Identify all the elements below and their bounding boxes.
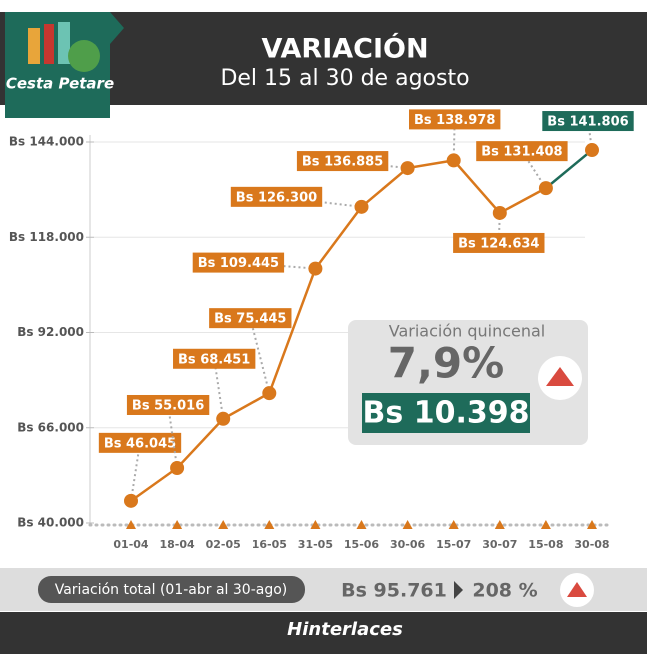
x-tick-label: 30-08 <box>574 538 609 551</box>
x-tick-label: 16-05 <box>252 538 287 551</box>
data-point <box>308 261 323 276</box>
data-point <box>446 153 461 168</box>
y-tick-label: Bs 144.000 <box>9 135 84 149</box>
total-amount: Bs 95.761 <box>341 580 447 602</box>
axis-marker <box>587 520 597 529</box>
value-label: Bs 109.445 <box>198 256 279 271</box>
x-tick-label: 15-06 <box>344 538 380 551</box>
arrow-icon <box>454 581 463 599</box>
value-label-box <box>173 348 256 369</box>
summary-label: Variación quincenal <box>389 322 546 341</box>
x-tick-label: 02-05 <box>206 538 241 551</box>
value-label-box <box>296 151 389 172</box>
total-pill <box>38 576 305 603</box>
data-point <box>400 161 415 176</box>
total-label: Variación total (01-abr al 30-ago) <box>55 582 288 598</box>
label-leader <box>167 404 179 469</box>
y-tick-label: Bs 92.000 <box>17 325 84 339</box>
data-point <box>585 143 599 158</box>
summary-amount-box <box>362 393 530 433</box>
data-point <box>538 181 553 196</box>
value-label: Bs 131.408 <box>481 145 562 160</box>
x-tick-label: 31-05 <box>298 538 333 551</box>
total-percent: 208 % <box>472 580 537 602</box>
value-label: Bs 68.451 <box>178 352 250 367</box>
axis-marker <box>402 520 413 529</box>
value-label-box <box>209 308 292 329</box>
logo-icon <box>68 40 100 72</box>
y-tick-label: Bs 118.000 <box>9 230 84 244</box>
value-label-box <box>126 394 210 415</box>
footer-bar <box>0 612 647 654</box>
axis-marker <box>172 520 183 529</box>
y-tick-label: Bs 66.000 <box>17 420 84 434</box>
subtitle: Del 15 al 30 de agosto <box>220 66 469 91</box>
value-label: Bs 46.045 <box>104 436 176 451</box>
line <box>130 159 547 502</box>
axis-marker <box>448 520 459 529</box>
value-label: Bs 75.445 <box>214 312 286 327</box>
axis-marker <box>218 520 229 529</box>
value-label-box <box>453 232 545 253</box>
x-tick-label: 15-08 <box>528 538 563 551</box>
value-label: Bs 124.634 <box>458 236 539 251</box>
value-label-box <box>230 186 323 207</box>
up-icon <box>567 582 587 597</box>
x-tick-label: 30-07 <box>482 538 517 551</box>
data-point <box>262 386 277 401</box>
axis-marker <box>126 520 136 529</box>
axis-marker <box>494 520 505 529</box>
axis-marker <box>264 520 275 529</box>
data-point <box>124 493 138 508</box>
axis-marker <box>356 520 367 529</box>
label-leader <box>342 160 408 170</box>
logo-text: Cesta Petare <box>6 75 114 93</box>
plot: Bs 40.000 Bs 66.000 Bs 92.000 Bs 118.000 Bs … <box>9 109 634 551</box>
value-label: Bs 55.016 <box>132 398 204 413</box>
data-point <box>170 460 185 475</box>
summary-percent: 7,9% <box>388 339 504 388</box>
value-label-box <box>476 141 568 162</box>
value-label: Bs 141.806 <box>547 115 628 130</box>
x-tick-label: 15-07 <box>436 538 471 551</box>
value-label: Bs 136.885 <box>302 155 383 170</box>
axis-marker <box>540 520 551 529</box>
line-highlight <box>545 149 593 190</box>
value-label: Bs 138.978 <box>414 113 495 128</box>
value-label-box <box>192 252 285 273</box>
data-point <box>492 205 507 220</box>
y-tick-label: Bs 40.000 <box>17 516 84 530</box>
footer-source: Hinterlaces <box>287 619 403 640</box>
data-point <box>216 411 231 426</box>
x-tick-label: 30-06 <box>390 538 426 551</box>
up-icon <box>546 367 574 386</box>
value-label-box <box>542 111 634 132</box>
data-point <box>354 199 369 214</box>
logo-icon <box>44 24 54 64</box>
x-tick-label: 01-04 <box>113 538 149 551</box>
axis-marker <box>310 520 321 529</box>
logo-icon <box>58 22 70 64</box>
logo-icon <box>28 28 40 64</box>
value-label-box <box>98 432 182 453</box>
x-tick-label: 18-04 <box>160 538 196 551</box>
value-label-box <box>409 109 501 130</box>
summary-amount: Bs 10.398 <box>363 396 530 431</box>
value-label: Bs 126.300 <box>236 190 317 205</box>
title: VARIACIÓN <box>261 33 428 65</box>
